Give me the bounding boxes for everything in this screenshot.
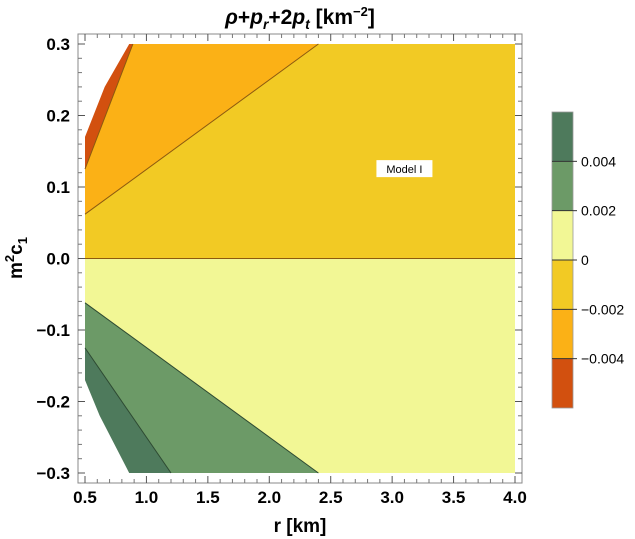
axis-ticks: 0.5 1.0 1.5 2.0 2.5 3.0 3.5 4.0 0.3 0.2 0.1 0.0 −0.1… [36, 34, 527, 507]
title-plus1: + [238, 6, 250, 29]
plot-area [60, 43, 515, 474]
title-plus2: +2 [268, 6, 292, 29]
x-tick-label: 1.5 [196, 488, 220, 507]
y-tick-label: −0.2 [36, 393, 70, 412]
ylabel-m: m [6, 262, 27, 279]
contour-line-lower-inner [84, 302, 319, 474]
y-tick-label: 0.0 [46, 250, 70, 269]
title-p2: p [291, 6, 305, 29]
color-legend: 0.004 0.002 0 −0.002 −0.004 [551, 111, 624, 409]
y-tick-label: 0.2 [46, 107, 70, 126]
legend-swatch [552, 210, 573, 260]
legend-swatch [552, 358, 573, 408]
title-rho: ρ [224, 6, 238, 29]
title-unit-exp: −2 [353, 4, 368, 19]
y-tick-label: −0.1 [36, 321, 70, 340]
legend-label: 0 [581, 252, 589, 268]
contour-line-upper-inner [84, 43, 319, 215]
x-tick-label: 0.5 [73, 488, 97, 507]
legend-swatch [552, 161, 573, 211]
contour-line-lower-outer [84, 347, 172, 474]
title-p: p [249, 6, 263, 29]
legend-label: −0.004 [581, 351, 624, 367]
ylabel-c: c [6, 244, 27, 255]
x-tick-label: 3.0 [380, 488, 404, 507]
y-tick-label: 0.1 [46, 178, 70, 197]
ylabel-exp: 2 [2, 255, 17, 262]
y-tick-label: −0.3 [36, 464, 70, 483]
model-annotation: Model I [376, 160, 433, 178]
chart-title: ρ+pr+2pt [km−2] [224, 4, 375, 32]
title-t-sub: t [305, 16, 311, 32]
y-tick-label: 0.3 [46, 35, 70, 54]
x-tick-label: 2.5 [319, 488, 343, 507]
y-axis-title: m2c1 [2, 237, 30, 279]
title-unit-open: [km [310, 6, 353, 29]
x-tick-label: 2.0 [257, 488, 281, 507]
legend-label: −0.002 [581, 301, 624, 317]
x-tick-label: 3.5 [442, 488, 466, 507]
model-label: Model I [386, 164, 422, 176]
legend-label: 0.004 [581, 153, 616, 169]
x-tick-label: 1.0 [135, 488, 159, 507]
x-tick-label: 4.0 [503, 488, 527, 507]
legend-swatch [552, 260, 573, 310]
title-unit-close: ] [368, 6, 375, 29]
ylabel-sub: 1 [15, 237, 30, 244]
legend-swatch [552, 309, 573, 359]
legend-label: 0.002 [581, 203, 616, 219]
contour-line-upper-outer [84, 43, 134, 170]
x-axis-title: r [km] [274, 516, 327, 537]
title-r-sub: r [263, 16, 270, 32]
legend-swatch [552, 112, 573, 162]
